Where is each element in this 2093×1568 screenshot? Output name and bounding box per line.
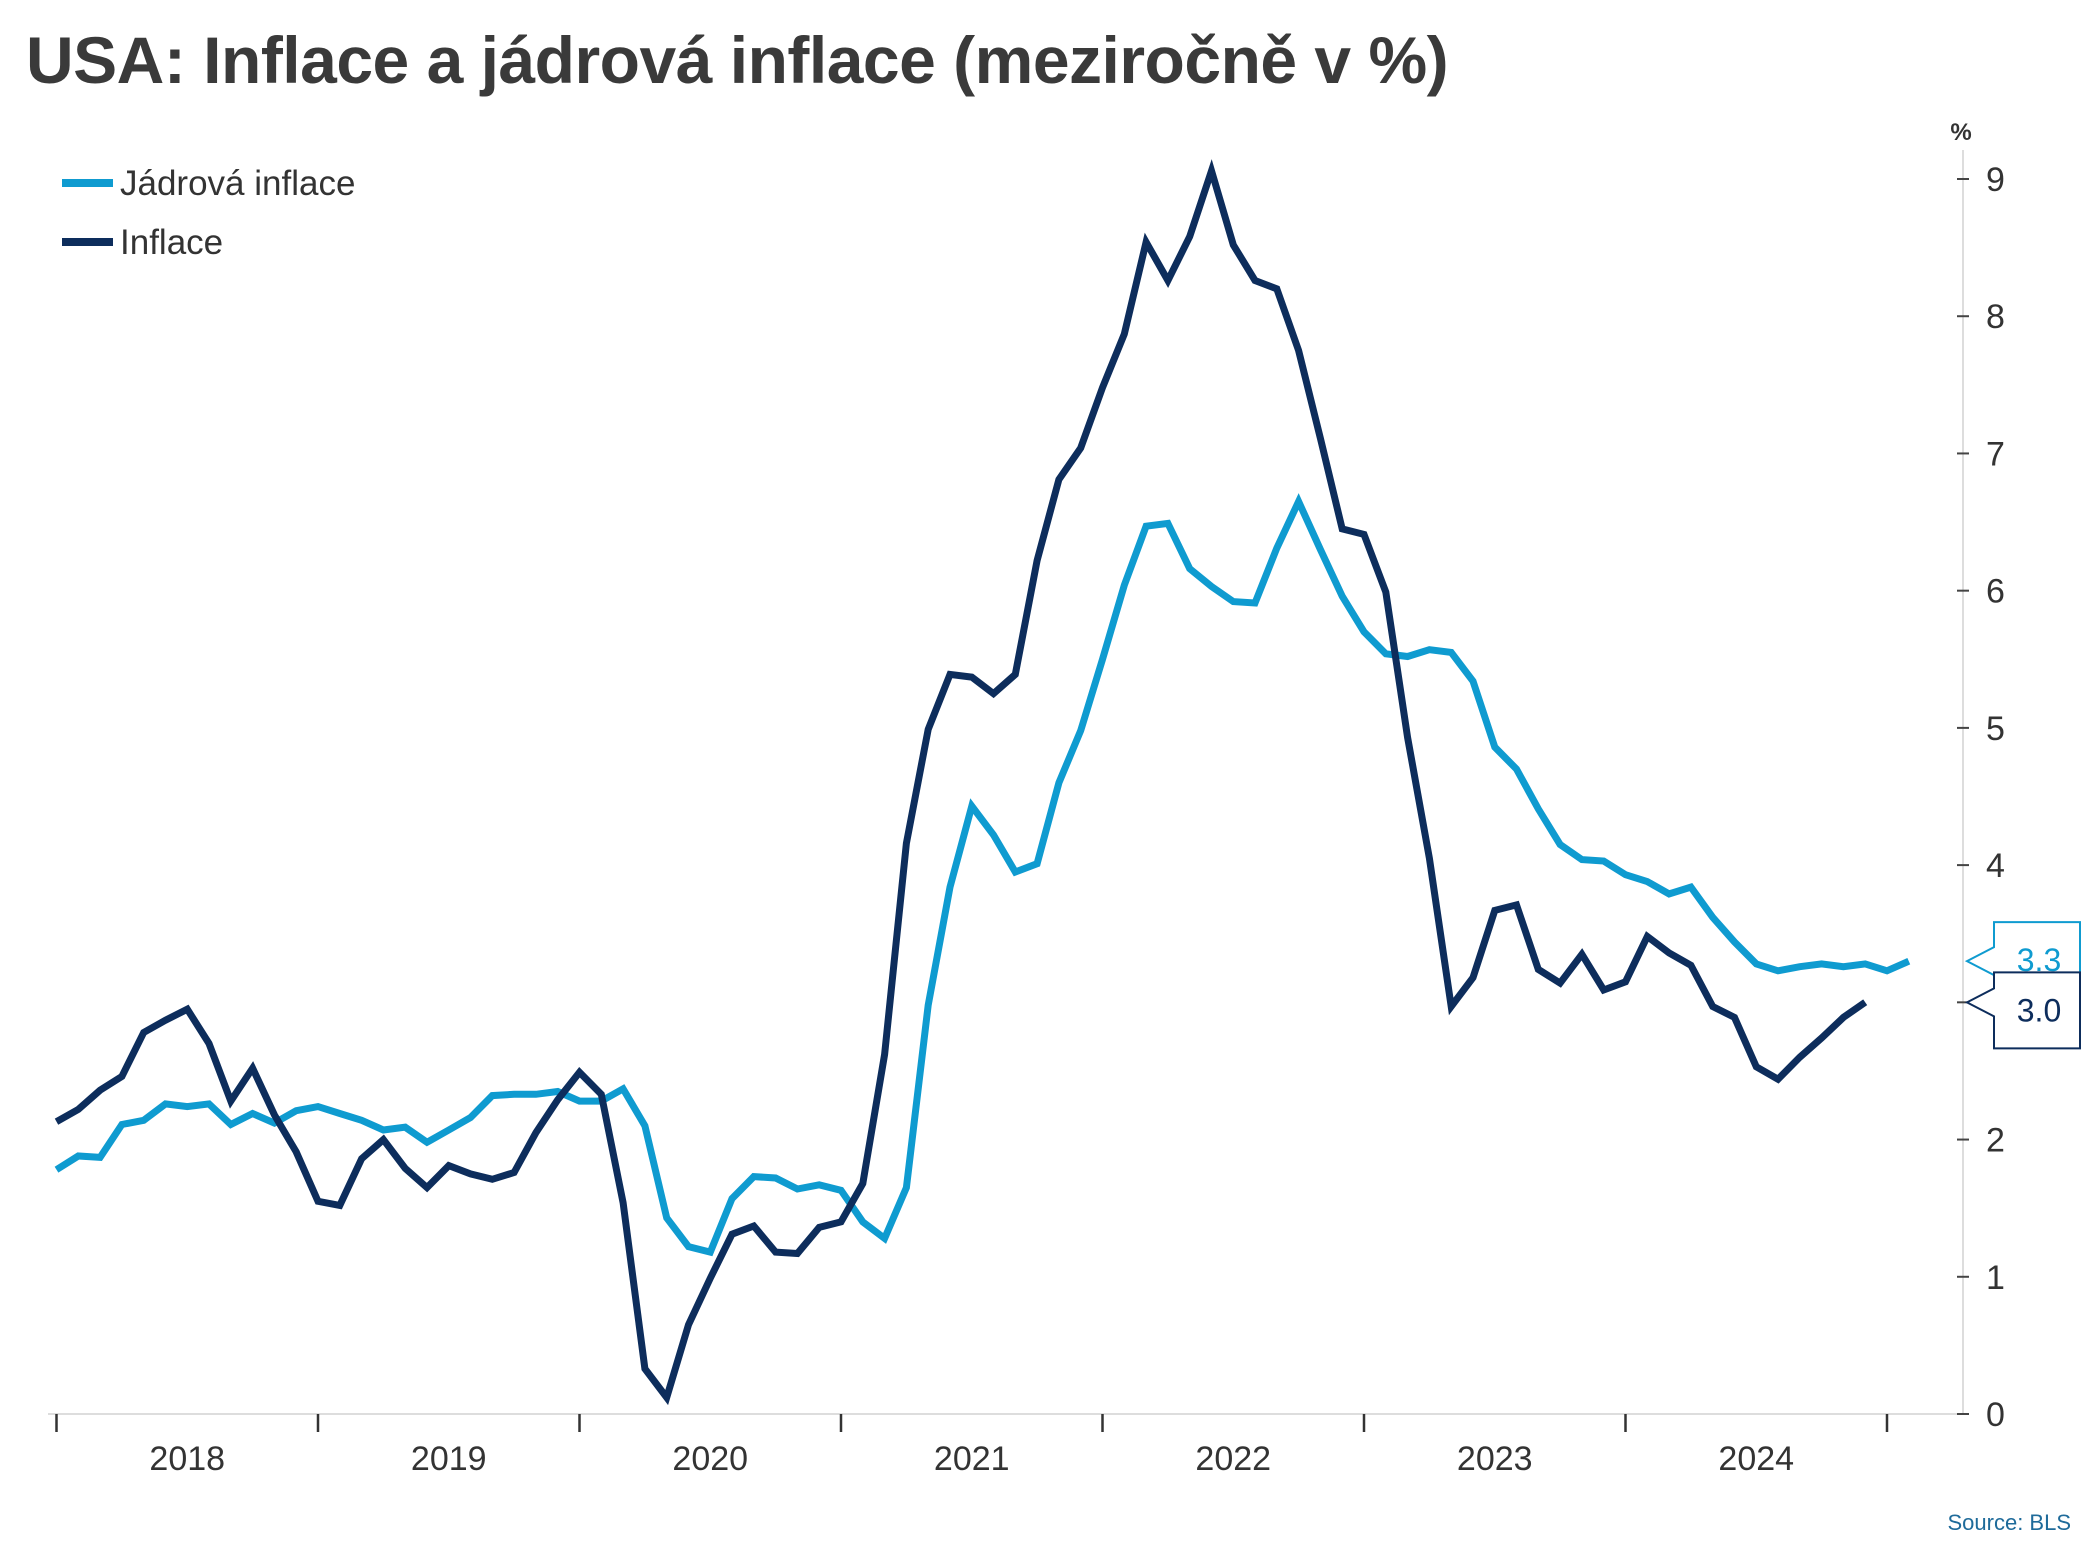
end-value-label-2: 3.0 xyxy=(2017,992,2061,1028)
legend: Jádrová inflace Inflace xyxy=(62,164,355,262)
chart-lines xyxy=(54,159,1911,1406)
y-tick-label: 4 xyxy=(1986,847,2005,885)
x-tick-label: 2023 xyxy=(1457,1440,1533,1478)
x-tick-label: 2020 xyxy=(672,1440,748,1478)
x-tick-label: 2024 xyxy=(1718,1440,1794,1478)
x-tick-label: 2018 xyxy=(149,1440,225,1478)
y-tick-label: 0 xyxy=(1986,1396,2005,1434)
y-tick-label: 9 xyxy=(1986,161,2005,199)
x-tick-label: 2019 xyxy=(411,1440,487,1478)
y-tick-label: 5 xyxy=(1986,710,2005,748)
source-note: Source: BLS xyxy=(1947,1510,2071,1535)
series-line-2 xyxy=(54,159,1868,1406)
y-tick-label: 1 xyxy=(1986,1259,2005,1297)
end-label-box-2 xyxy=(1964,971,2081,1050)
legend-label-2: Inflace xyxy=(120,223,223,262)
y-tick-label: 8 xyxy=(1986,298,2005,336)
y-axis-unit: % xyxy=(1950,119,1971,146)
x-tick-label: 2022 xyxy=(1195,1440,1271,1478)
y-tick-label: 2 xyxy=(1986,1122,2005,1160)
x-tick-label: 2021 xyxy=(934,1440,1010,1478)
y-tick-label: 6 xyxy=(1986,573,2005,611)
end-labels: 3.33.0 xyxy=(1964,921,2081,1050)
series-line-1 xyxy=(54,493,1911,1257)
chart-title: USA: Inflace a jádrová inflace (meziročn… xyxy=(26,23,1449,97)
legend-label-1: Jádrová inflace xyxy=(120,164,355,203)
y-tick-label: 7 xyxy=(1986,435,2005,473)
